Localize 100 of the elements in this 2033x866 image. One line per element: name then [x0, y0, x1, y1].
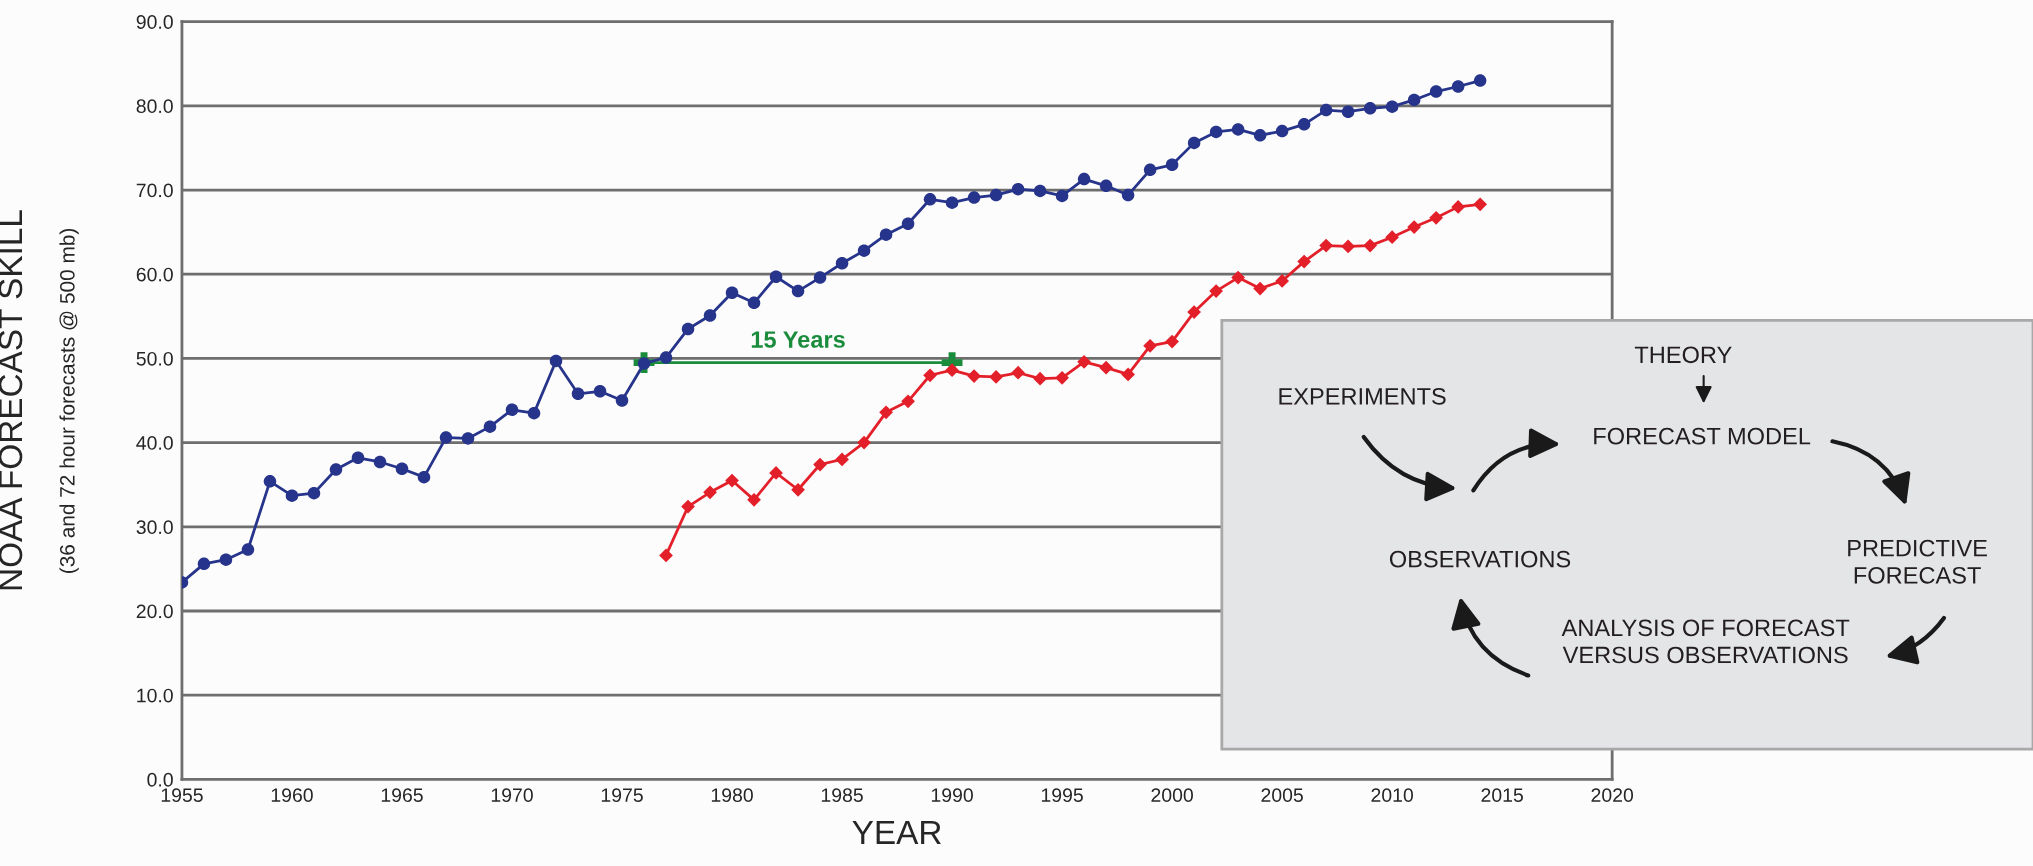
point — [1451, 80, 1465, 93]
x-tick-label: 1980 — [711, 788, 753, 803]
point — [461, 432, 475, 445]
point — [1165, 334, 1179, 349]
point — [1055, 189, 1069, 203]
point — [505, 403, 519, 417]
x-tick-label: 1955 — [161, 788, 203, 803]
point — [1121, 188, 1135, 202]
y-tick-label: 30.0 — [136, 520, 173, 535]
point — [1319, 238, 1333, 253]
annotation: 15 Years — [751, 331, 845, 348]
point — [1033, 371, 1047, 386]
point — [439, 431, 453, 444]
point — [989, 370, 1003, 384]
point — [1385, 100, 1399, 113]
point — [1099, 179, 1113, 193]
y-tick-label: 50.0 — [136, 351, 173, 366]
point — [1121, 367, 1135, 382]
point — [263, 475, 277, 488]
point — [571, 387, 585, 401]
point — [351, 451, 365, 465]
point — [219, 553, 233, 566]
point — [395, 462, 409, 475]
point — [1011, 182, 1025, 196]
point — [1209, 284, 1223, 298]
text: (36 and 72 hour forecasts @ 500 mb) — [59, 228, 79, 573]
point — [1033, 184, 1047, 198]
point — [1385, 230, 1400, 245]
point — [703, 309, 717, 322]
point — [1363, 238, 1378, 253]
point — [1165, 158, 1179, 172]
point — [241, 543, 255, 556]
point — [1341, 105, 1355, 118]
x-tick-label: 1970 — [491, 788, 533, 803]
point — [989, 188, 1003, 202]
point — [593, 385, 607, 398]
point — [769, 270, 783, 284]
point — [1253, 129, 1267, 142]
point — [791, 482, 805, 497]
point — [373, 455, 387, 469]
point — [791, 284, 805, 298]
point — [1187, 136, 1201, 150]
point — [197, 557, 211, 571]
point — [681, 322, 695, 336]
point — [813, 271, 827, 284]
point — [1077, 354, 1091, 369]
point — [285, 489, 299, 502]
x-tick-label: 2015 — [1481, 788, 1523, 803]
point — [1143, 163, 1157, 177]
y-tick-label: 20.0 — [136, 604, 173, 619]
point — [1473, 74, 1487, 87]
point — [1187, 305, 1201, 319]
point — [703, 485, 717, 500]
point — [1407, 93, 1421, 107]
text: THEORY — [1634, 346, 1732, 364]
point — [1407, 220, 1422, 234]
point — [967, 369, 981, 383]
point — [747, 296, 761, 310]
point — [725, 286, 739, 300]
point — [1319, 103, 1333, 117]
point — [857, 435, 871, 450]
y-tick-label: 10.0 — [137, 688, 173, 703]
point — [1077, 172, 1091, 186]
point — [1055, 370, 1069, 385]
point — [923, 193, 937, 206]
point — [1011, 365, 1025, 380]
point — [835, 452, 849, 467]
point — [1451, 200, 1466, 214]
point — [901, 394, 915, 409]
point — [527, 406, 541, 420]
y-tick-label: 70.0 — [136, 183, 173, 198]
y-tick-label: 60.0 — [136, 267, 173, 282]
point — [879, 228, 893, 241]
point — [1297, 254, 1311, 269]
point — [1297, 118, 1311, 131]
x-tick-label: 1960 — [271, 788, 313, 803]
point — [835, 257, 849, 270]
point — [747, 493, 761, 507]
point — [923, 368, 937, 383]
point — [1429, 210, 1444, 225]
point — [1231, 123, 1245, 136]
point — [1143, 338, 1157, 353]
annotation: FORECAST MODEL — [1594, 427, 1811, 445]
x-tick-label: 1965 — [381, 788, 423, 803]
x-tick-label: 2010 — [1371, 788, 1414, 803]
y-tick-label: 40.0 — [136, 436, 173, 450]
y-tick-label: 0.0 — [147, 772, 173, 787]
x-tick-label: 1985 — [821, 788, 863, 803]
point — [615, 394, 629, 407]
point — [417, 470, 431, 484]
x-tick-label: 2020 — [1591, 788, 1634, 803]
point — [329, 463, 343, 476]
point — [901, 217, 915, 230]
y-tick-label: 90.0 — [136, 15, 173, 29]
point — [945, 363, 959, 378]
point — [1099, 360, 1113, 375]
annotation: EXPERIMENTS — [1279, 387, 1446, 405]
text: PREDICTIVE FORECAST — [1848, 539, 1987, 584]
point — [307, 486, 321, 500]
x-tick-label: 1995 — [1041, 788, 1083, 803]
